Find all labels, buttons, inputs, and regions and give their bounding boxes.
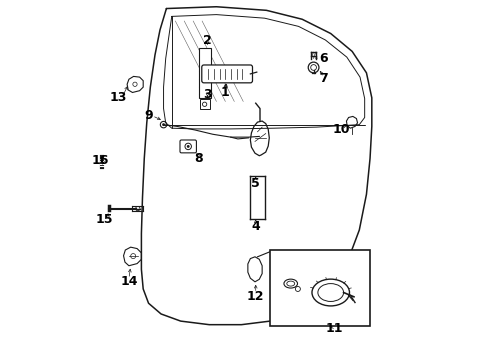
FancyBboxPatch shape (202, 65, 252, 83)
Text: 10: 10 (333, 123, 350, 136)
Text: 8: 8 (194, 152, 203, 165)
FancyBboxPatch shape (199, 99, 210, 109)
Text: 3: 3 (203, 88, 212, 101)
FancyBboxPatch shape (180, 140, 196, 153)
Text: 7: 7 (319, 72, 328, 85)
Bar (270, 249, 370, 327)
Text: 14: 14 (120, 275, 138, 288)
Text: 9: 9 (144, 109, 153, 122)
Text: 2: 2 (203, 34, 212, 47)
Text: 6: 6 (319, 52, 328, 65)
Text: 1: 1 (221, 86, 230, 99)
Text: 15: 15 (95, 213, 113, 226)
Bar (198, 48, 211, 98)
Circle shape (162, 123, 165, 126)
Text: 12: 12 (247, 289, 265, 303)
Text: 13: 13 (109, 91, 127, 104)
Text: 16: 16 (92, 154, 109, 167)
Text: 5: 5 (251, 177, 260, 190)
Text: 11: 11 (325, 322, 343, 335)
Text: 4: 4 (251, 220, 260, 233)
Circle shape (187, 145, 190, 148)
